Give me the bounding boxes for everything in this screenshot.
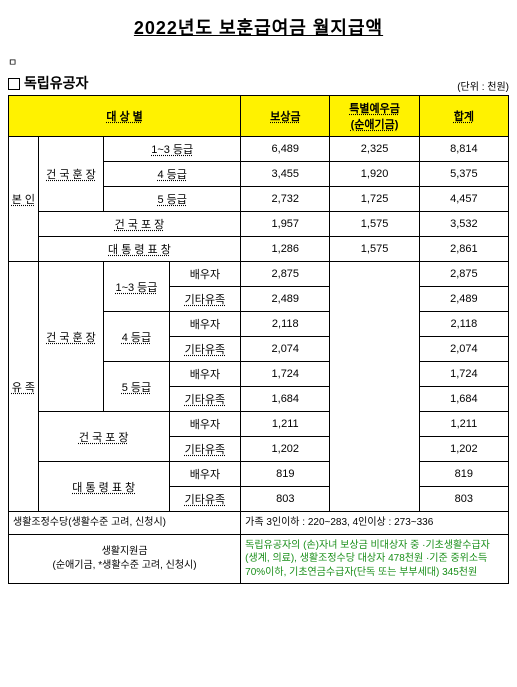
- cell-value: 2,875: [419, 262, 508, 287]
- spouse: 배우자: [169, 262, 240, 287]
- footnote-row: 생활지원금 (순애기금, *생활수준 고려, 신청시) 독립유공자의 (손)자녀…: [9, 534, 509, 584]
- cell-value: 819: [419, 462, 508, 487]
- table-row: 건 국 포 장 1,957 1,575 3,532: [9, 212, 509, 237]
- spouse: 배우자: [169, 362, 240, 387]
- cell-value: 2,325: [330, 137, 419, 162]
- footnote-label-2: 생활지원금 (순애기금, *생활수준 고려, 신청시): [9, 534, 241, 584]
- cell-value: 1,575: [330, 237, 419, 262]
- grade-5: 5 등급: [104, 362, 169, 412]
- table-row: 대 통 령 표 창 배우자 819 819: [9, 462, 509, 487]
- cell-value: 5,375: [419, 162, 508, 187]
- benefits-table: 대 상 별 보상금 특별예우금 (순애기금) 합계 본 인 건 국 훈 장 1~…: [8, 95, 509, 584]
- footnote-row: 생활조정수당(생활수준 고려, 신청시) 가족 3인이하 : 220~283, …: [9, 512, 509, 535]
- section-heading-text: 독립유공자: [24, 75, 88, 91]
- col-total: 합계: [419, 96, 508, 137]
- cell-value: 819: [241, 462, 330, 487]
- footnote-value-1: 가족 3인이하 : 220~283, 4인이상 : 273~336: [241, 512, 509, 535]
- cell-value: 2,489: [241, 287, 330, 312]
- other-family: 기타유족: [169, 337, 240, 362]
- cell-empty: [330, 262, 419, 512]
- grade-4: 4 등급: [104, 312, 169, 362]
- footnote-value-2: 독립유공자의 (손)자녀 보상금 비대상자 중 ·기초생활수급자(생계, 의료)…: [241, 534, 509, 584]
- group-medal: 건 국 훈 장: [38, 262, 103, 412]
- cell-value: 1,211: [419, 412, 508, 437]
- grade-1-3: 1~3 등급: [104, 137, 241, 162]
- cell-value: 2,074: [241, 337, 330, 362]
- cell-value: 2,875: [241, 262, 330, 287]
- cell-value: 1,202: [419, 437, 508, 462]
- group-president: 대 통 령 표 창: [38, 237, 240, 262]
- cell-value: 2,732: [241, 187, 330, 212]
- footnote-label-2-line2: (순애기금, *생활수준 고려, 신청시): [53, 560, 197, 571]
- table-row: 유 족 건 국 훈 장 1~3 등급 배우자 2,875 2,875: [9, 262, 509, 287]
- page-title: 2022년도 보훈급여금 월지급액: [8, 14, 509, 40]
- cell-value: 6,489: [241, 137, 330, 162]
- group-president: 대 통 령 표 창: [38, 462, 169, 512]
- cell-value: 1,575: [330, 212, 419, 237]
- cell-value: 1,957: [241, 212, 330, 237]
- cell-value: 8,814: [419, 137, 508, 162]
- other-family: 기타유족: [169, 387, 240, 412]
- cell-value: 1,724: [241, 362, 330, 387]
- cell-value: 3,532: [419, 212, 508, 237]
- cell-value: 2,118: [241, 312, 330, 337]
- group-pojang: 건 국 포 장: [38, 212, 240, 237]
- other-family: 기타유족: [169, 287, 240, 312]
- col-compensation: 보상금: [241, 96, 330, 137]
- cell-value: 1,286: [241, 237, 330, 262]
- cell-value: 2,074: [419, 337, 508, 362]
- cell-value: 1,725: [330, 187, 419, 212]
- cell-value: 2,118: [419, 312, 508, 337]
- cell-value: 1,202: [241, 437, 330, 462]
- other-family: 기타유족: [169, 437, 240, 462]
- section-marker: ㅁ: [8, 54, 509, 69]
- col-special: 특별예우금 (순애기금): [330, 96, 419, 137]
- group-medal: 건 국 훈 장: [38, 137, 103, 212]
- cell-value: 1,211: [241, 412, 330, 437]
- footnote-label-2-line1: 생활지원금: [102, 546, 148, 557]
- cell-value: 1,684: [241, 387, 330, 412]
- footnote-label-1: 생활조정수당(생활수준 고려, 신청시): [9, 512, 241, 535]
- cell-value: 1,724: [419, 362, 508, 387]
- unit-label: (단위 : 천원): [457, 78, 509, 93]
- cell-value: 803: [419, 487, 508, 512]
- cat-self: 본 인: [9, 137, 39, 262]
- grade-4: 4 등급: [104, 162, 241, 187]
- cell-value: 1,684: [419, 387, 508, 412]
- cell-value: 3,455: [241, 162, 330, 187]
- spouse: 배우자: [169, 312, 240, 337]
- table-row: 본 인 건 국 훈 장 1~3 등급 6,489 2,325 8,814: [9, 137, 509, 162]
- col-subject: 대 상 별: [9, 96, 241, 137]
- cell-value: 803: [241, 487, 330, 512]
- cat-family: 유 족: [9, 262, 39, 512]
- cell-value: 2,861: [419, 237, 508, 262]
- table-row: 건 국 포 장 배우자 1,211 1,211: [9, 412, 509, 437]
- table-row: 대 통 령 표 창 1,286 1,575 2,861: [9, 237, 509, 262]
- spouse: 배우자: [169, 462, 240, 487]
- bullet-box-icon: [8, 78, 20, 90]
- grade-5: 5 등급: [104, 187, 241, 212]
- cell-value: 4,457: [419, 187, 508, 212]
- table-header-row: 대 상 별 보상금 특별예우금 (순애기금) 합계: [9, 96, 509, 137]
- grade-1-3: 1~3 등급: [104, 262, 169, 312]
- cell-value: 2,489: [419, 287, 508, 312]
- spouse: 배우자: [169, 412, 240, 437]
- section-heading: 독립유공자: [8, 73, 88, 93]
- cell-value: 1,920: [330, 162, 419, 187]
- other-family: 기타유족: [169, 487, 240, 512]
- group-pojang: 건 국 포 장: [38, 412, 169, 462]
